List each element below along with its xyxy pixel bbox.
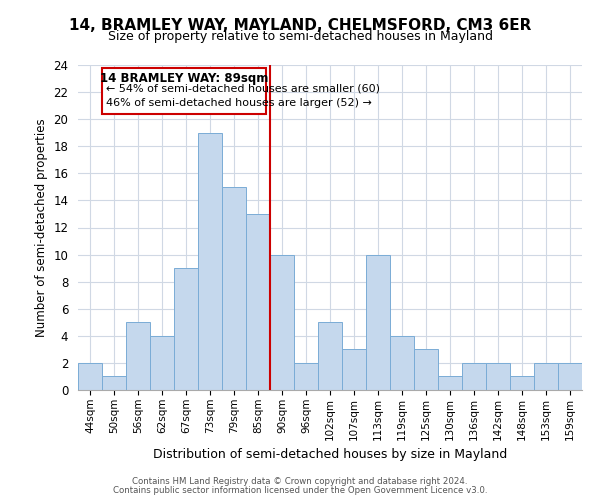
Text: 14, BRAMLEY WAY, MAYLAND, CHELMSFORD, CM3 6ER: 14, BRAMLEY WAY, MAYLAND, CHELMSFORD, CM…	[69, 18, 531, 32]
Bar	[222, 187, 246, 390]
Bar	[462, 363, 486, 390]
Bar	[534, 363, 558, 390]
Y-axis label: Number of semi-detached properties: Number of semi-detached properties	[35, 118, 48, 337]
Bar	[390, 336, 414, 390]
Text: 14 BRAMLEY WAY: 89sqm: 14 BRAMLEY WAY: 89sqm	[100, 72, 268, 85]
Bar	[294, 363, 318, 390]
Bar	[102, 376, 126, 390]
Bar	[270, 254, 294, 390]
Bar	[414, 350, 438, 390]
Bar	[318, 322, 342, 390]
Text: 46% of semi-detached houses are larger (52) →: 46% of semi-detached houses are larger (…	[106, 98, 371, 108]
FancyBboxPatch shape	[102, 68, 266, 114]
Bar	[558, 363, 582, 390]
Bar	[198, 132, 222, 390]
Bar	[126, 322, 150, 390]
Bar	[366, 254, 390, 390]
Bar	[246, 214, 270, 390]
Bar	[342, 350, 366, 390]
Bar	[510, 376, 534, 390]
Bar	[438, 376, 462, 390]
Bar	[486, 363, 510, 390]
X-axis label: Distribution of semi-detached houses by size in Mayland: Distribution of semi-detached houses by …	[153, 448, 507, 461]
Bar	[150, 336, 174, 390]
Bar	[78, 363, 102, 390]
Text: ← 54% of semi-detached houses are smaller (60): ← 54% of semi-detached houses are smalle…	[106, 84, 380, 94]
Bar	[174, 268, 198, 390]
Text: Contains HM Land Registry data © Crown copyright and database right 2024.: Contains HM Land Registry data © Crown c…	[132, 477, 468, 486]
Text: Contains public sector information licensed under the Open Government Licence v3: Contains public sector information licen…	[113, 486, 487, 495]
Text: Size of property relative to semi-detached houses in Mayland: Size of property relative to semi-detach…	[107, 30, 493, 43]
